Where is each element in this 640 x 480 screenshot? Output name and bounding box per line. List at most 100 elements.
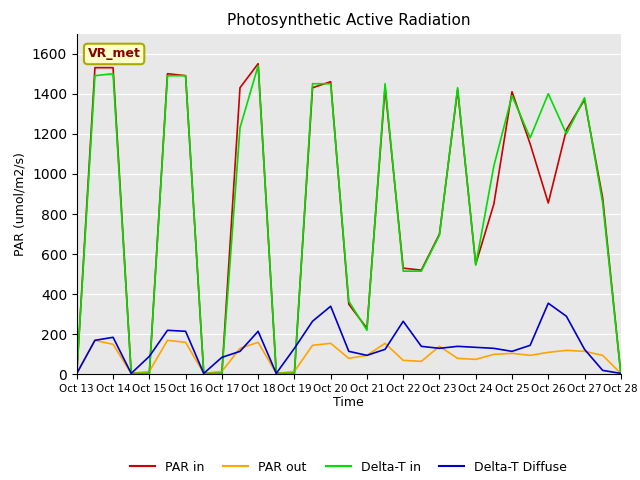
PAR in xyxy=(508,89,516,95)
Delta-T in xyxy=(399,268,407,274)
Line: Delta-T in: Delta-T in xyxy=(77,66,621,373)
Delta-T Diffuse xyxy=(109,335,117,340)
Delta-T Diffuse xyxy=(91,337,99,343)
Delta-T in xyxy=(109,71,117,77)
PAR in xyxy=(291,371,298,376)
PAR out xyxy=(436,344,444,349)
PAR in xyxy=(363,325,371,331)
Delta-T Diffuse xyxy=(526,342,534,348)
Line: PAR in: PAR in xyxy=(77,64,621,373)
PAR out xyxy=(599,352,607,358)
Delta-T in xyxy=(436,232,444,238)
PAR out xyxy=(109,341,117,347)
Delta-T in xyxy=(580,95,588,101)
Delta-T Diffuse xyxy=(308,318,316,324)
Delta-T Diffuse xyxy=(472,345,479,350)
PAR in xyxy=(200,371,207,376)
PAR out xyxy=(200,371,207,376)
PAR in xyxy=(145,371,153,376)
Delta-T in xyxy=(182,73,189,79)
Delta-T in xyxy=(291,371,298,376)
Legend: PAR in, PAR out, Delta-T in, Delta-T Diffuse: PAR in, PAR out, Delta-T in, Delta-T Dif… xyxy=(125,456,572,479)
PAR in xyxy=(526,141,534,147)
Delta-T Diffuse xyxy=(291,346,298,351)
PAR in xyxy=(127,371,135,376)
Delta-T Diffuse xyxy=(599,368,607,373)
Delta-T in xyxy=(599,200,607,206)
Delta-T in xyxy=(127,371,135,376)
Delta-T in xyxy=(91,73,99,79)
PAR in xyxy=(254,61,262,67)
Delta-T Diffuse xyxy=(182,328,189,334)
Title: Photosynthetic Active Radiation: Photosynthetic Active Radiation xyxy=(227,13,470,28)
PAR out xyxy=(345,356,353,361)
Delta-T in xyxy=(308,81,316,86)
Delta-T Diffuse xyxy=(236,348,244,354)
PAR out xyxy=(236,346,244,351)
Delta-T in xyxy=(545,91,552,96)
Delta-T Diffuse xyxy=(164,327,172,333)
Y-axis label: PAR (umol/m2/s): PAR (umol/m2/s) xyxy=(13,152,26,256)
Delta-T in xyxy=(218,371,226,376)
PAR in xyxy=(399,265,407,271)
PAR in xyxy=(218,371,226,376)
PAR out xyxy=(254,339,262,345)
PAR out xyxy=(308,342,316,348)
Delta-T Diffuse xyxy=(218,354,226,360)
PAR out xyxy=(145,369,153,374)
PAR out xyxy=(73,371,81,376)
PAR in xyxy=(164,71,172,77)
Delta-T in xyxy=(327,81,335,86)
Text: VR_met: VR_met xyxy=(88,48,141,60)
PAR in xyxy=(73,371,81,376)
Delta-T in xyxy=(73,371,81,376)
Delta-T Diffuse xyxy=(563,313,570,319)
Delta-T Diffuse xyxy=(273,371,280,376)
Delta-T in xyxy=(417,268,425,274)
PAR in xyxy=(109,65,117,71)
PAR out xyxy=(563,348,570,353)
PAR out xyxy=(526,352,534,358)
PAR out xyxy=(218,369,226,374)
Line: PAR out: PAR out xyxy=(77,340,621,373)
PAR out xyxy=(363,352,371,358)
Delta-T Diffuse xyxy=(436,346,444,351)
Delta-T in xyxy=(454,85,461,91)
PAR in xyxy=(472,261,479,267)
PAR in xyxy=(580,97,588,103)
PAR in xyxy=(273,371,280,376)
PAR out xyxy=(182,339,189,345)
Delta-T Diffuse xyxy=(490,346,498,351)
PAR in xyxy=(599,195,607,201)
PAR in xyxy=(417,267,425,273)
PAR out xyxy=(617,371,625,376)
PAR in xyxy=(182,73,189,79)
Delta-T in xyxy=(254,63,262,69)
PAR out xyxy=(508,350,516,356)
Delta-T Diffuse xyxy=(580,347,588,352)
Delta-T Diffuse xyxy=(545,300,552,306)
Delta-T in xyxy=(273,371,280,376)
Delta-T Diffuse xyxy=(345,348,353,354)
Delta-T in xyxy=(145,371,153,376)
PAR out xyxy=(580,348,588,354)
PAR out xyxy=(545,349,552,355)
Delta-T Diffuse xyxy=(617,371,625,376)
Delta-T in xyxy=(236,125,244,131)
PAR out xyxy=(164,337,172,343)
PAR out xyxy=(91,337,99,343)
Delta-T Diffuse xyxy=(381,347,389,352)
Delta-T in xyxy=(164,73,172,79)
PAR out xyxy=(381,340,389,346)
Delta-T in xyxy=(526,135,534,141)
Delta-T Diffuse xyxy=(73,371,81,376)
PAR in xyxy=(381,85,389,91)
Delta-T in xyxy=(381,81,389,86)
Delta-T in xyxy=(200,371,207,376)
PAR in xyxy=(327,79,335,84)
PAR in xyxy=(617,371,625,376)
Delta-T in xyxy=(563,131,570,137)
Line: Delta-T Diffuse: Delta-T Diffuse xyxy=(77,303,621,373)
Delta-T in xyxy=(345,299,353,304)
PAR out xyxy=(399,358,407,363)
